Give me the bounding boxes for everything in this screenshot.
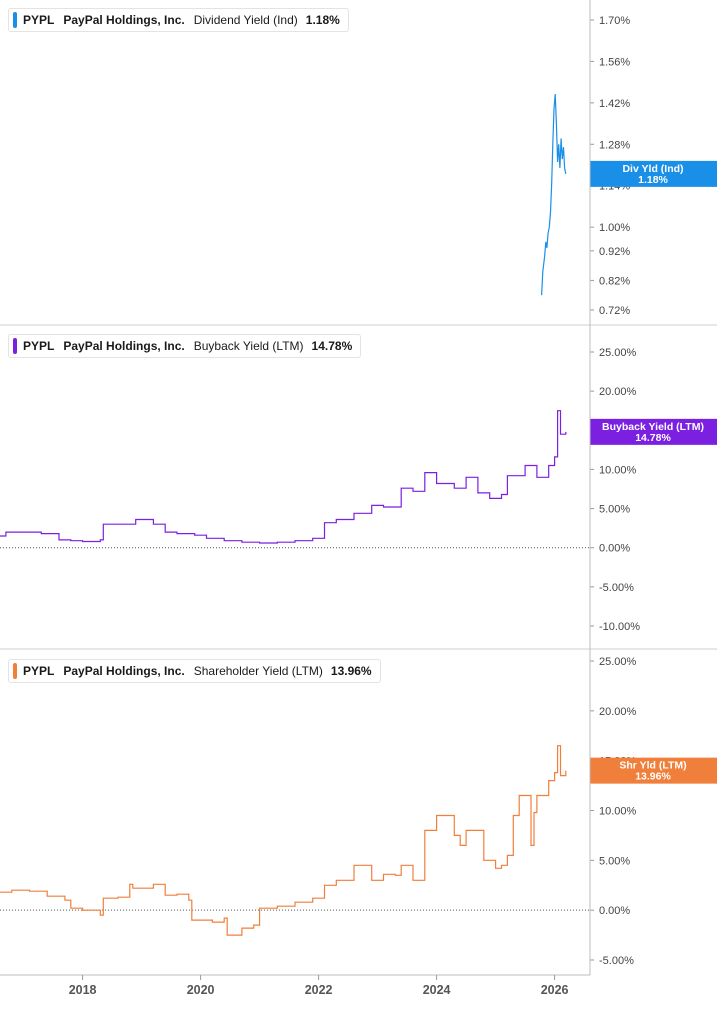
legend-color-swatch [13,12,17,28]
y-tick-label: 0.72% [599,305,630,317]
legend-dividend-yield: PYPL PayPal Holdings, Inc. Dividend Yiel… [8,8,349,32]
value-badge [590,418,717,445]
value-badge-value: 14.78% [635,432,671,444]
legend-value: 14.78% [311,339,353,353]
value-badge-value: 13.96% [635,771,671,783]
legend-metric: Dividend Yield (Ind) [193,13,298,27]
legend-ticker: PYPL [23,339,55,353]
y-tick-label: 10.00% [599,464,637,476]
legend-ticker: PYPL [23,664,55,678]
y-tick-label: 5.00% [599,855,630,867]
y-tick-label: 20.00% [599,386,637,398]
x-tick-label: 2018 [69,983,97,997]
y-tick-label: 0.00% [599,905,630,917]
series-line [0,745,567,936]
legend-company: PayPal Holdings, Inc. [63,13,185,27]
x-tick-label: 2020 [187,983,215,997]
y-tick-label: 25.00% [599,347,637,359]
y-tick-label: 1.28% [599,139,630,151]
y-tick-label: 20.00% [599,706,637,718]
legend-color-swatch [13,663,17,679]
legend-color-swatch [13,338,17,354]
series-line [0,410,567,544]
legend-shareholder-yield: PYPL PayPal Holdings, Inc. Shareholder Y… [8,659,381,683]
legend-company: PayPal Holdings, Inc. [63,664,185,678]
series-line [541,93,567,296]
y-tick-label: 1.00% [599,222,630,234]
x-tick-label: 2024 [423,983,451,997]
value-badge-label: Buyback Yield (LTM) [602,421,704,433]
y-tick-label: 1.70% [599,15,630,27]
value-badge-label: Div Yld (Ind) [622,163,683,175]
y-tick-label: 5.00% [599,504,630,516]
x-tick-label: 2026 [541,983,569,997]
value-badge [590,160,717,187]
y-tick-label: -5.00% [599,582,634,594]
y-tick-label: 10.00% [599,806,637,818]
value-badge-value: 1.18% [638,174,668,186]
value-badge [590,757,717,784]
legend-value: 13.96% [330,664,372,678]
y-tick-label: 0.82% [599,275,630,287]
legend-value: 1.18% [305,13,340,27]
y-tick-label: 0.00% [599,543,630,555]
legend-metric: Shareholder Yield (LTM) [193,664,323,678]
value-badge-label: Shr Yld (LTM) [619,760,686,772]
y-tick-label: 0.92% [599,246,630,258]
legend-ticker: PYPL [23,13,55,27]
legend-metric: Buyback Yield (LTM) [193,339,304,353]
y-tick-label: 1.56% [599,56,630,68]
x-tick-label: 2022 [305,983,333,997]
legend-buyback-yield: PYPL PayPal Holdings, Inc. Buyback Yield… [8,334,362,358]
y-tick-label: -10.00% [599,621,640,633]
y-tick-label: 25.00% [599,656,637,668]
y-tick-label: 1.42% [599,98,630,110]
y-tick-label: -5.00% [599,955,634,967]
legend-company: PayPal Holdings, Inc. [63,339,185,353]
